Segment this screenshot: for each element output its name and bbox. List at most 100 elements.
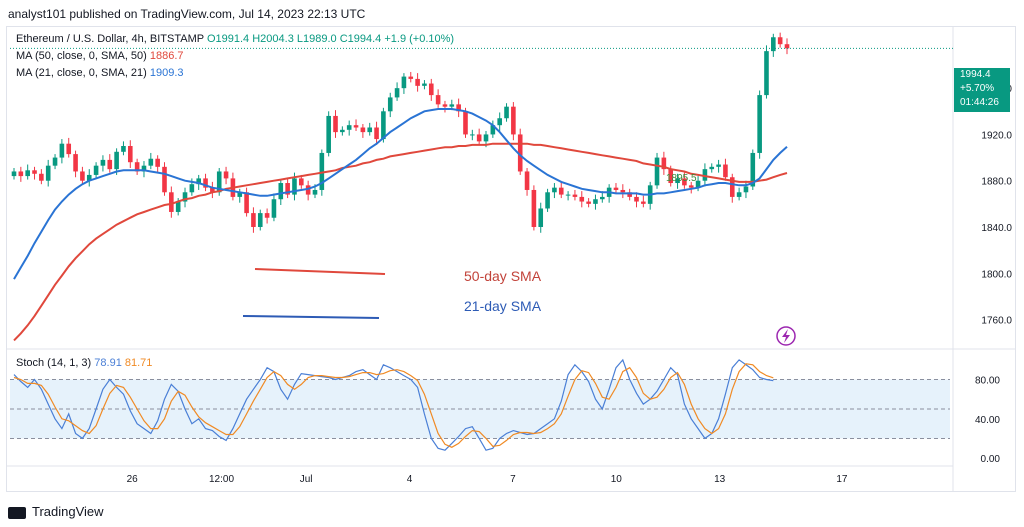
candle-body [435, 95, 441, 105]
candle-body [456, 104, 461, 112]
candle-body [182, 192, 188, 202]
candle-body [497, 118, 502, 126]
candle-body [771, 37, 776, 52]
candle-body [483, 134, 489, 142]
candle-body [80, 171, 85, 181]
candle-body [565, 194, 571, 196]
candle-body [169, 192, 174, 212]
ma50-label: MA (50, close, 0, SMA, 50) [16, 50, 147, 62]
candle-body [415, 78, 420, 86]
candle-body [511, 106, 516, 135]
candle-body [271, 199, 277, 218]
last-change: +5.70% [960, 83, 995, 94]
candle-body [346, 125, 352, 130]
candle-body [668, 169, 674, 184]
stoch-tick-label: 40.00 [975, 415, 1000, 426]
tradingview-logo[interactable]: TradingView [8, 504, 104, 519]
candle-body [736, 192, 742, 197]
candle-body [531, 189, 537, 227]
candle-body [777, 37, 783, 45]
candle-body [593, 199, 598, 204]
candle-body [442, 104, 448, 107]
candle-body [538, 208, 544, 227]
time-tick-label: 17 [836, 474, 848, 485]
time-tick-label: 7 [510, 474, 516, 485]
tradingview-logo-icon [8, 506, 26, 519]
candle-body [121, 146, 126, 152]
stoch-d-line [13, 363, 774, 448]
candle-body [285, 183, 290, 195]
candle-body [278, 183, 284, 200]
candle-body [381, 111, 386, 140]
candle-body [189, 184, 195, 193]
candle-body [682, 178, 687, 186]
candle-body [723, 164, 728, 178]
candle-body [134, 162, 140, 172]
low-value: L1989.0 [296, 33, 337, 45]
stoch-tick-label: 80.00 [975, 376, 1000, 387]
candle-body [216, 171, 222, 193]
candle-body [579, 196, 585, 202]
candle-body [552, 187, 557, 193]
time-tick-label: Jul [300, 474, 313, 485]
candle-body [210, 187, 215, 193]
stoch-legend: Stoch (14, 1, 3) 78.91 81.71 [16, 357, 152, 369]
candle-body [59, 143, 65, 158]
candle-body [251, 213, 256, 227]
candle-body [367, 127, 373, 133]
change-value: +1.9 (+0.10%) [384, 33, 455, 45]
candle-body [695, 180, 701, 188]
candle-body [401, 76, 407, 89]
candle-body [264, 213, 270, 218]
candle-body [127, 146, 133, 163]
candle-body [627, 192, 632, 197]
candle-body [654, 157, 660, 186]
candle-body [360, 127, 366, 133]
ma21-legend: MA (21, close, 0, SMA, 21) 1909.3 [16, 67, 184, 79]
candle-body [764, 51, 769, 96]
stoch-d-value: 81.71 [124, 357, 153, 369]
candle-body [292, 178, 297, 195]
symbol-name: Ethereum / U.S. Dollar, 4h, BITSTAMP [16, 33, 204, 45]
close-value: C1994.4 [339, 33, 382, 45]
candle-body [784, 44, 790, 49]
candle-body [66, 143, 72, 155]
time-tick-label: 13 [714, 474, 726, 485]
candle-body [11, 171, 17, 177]
candle-body [688, 185, 694, 188]
candle-body [353, 125, 359, 128]
candle-body [237, 192, 243, 197]
brand-name: TradingView [32, 504, 104, 519]
sma21-annotation-line [242, 315, 380, 319]
candle-body [257, 213, 263, 227]
candle-body [326, 115, 331, 153]
high-value: H2004.3 [252, 33, 294, 45]
candle-body [387, 97, 393, 112]
ma-value-annotation: 1895.5 [666, 173, 697, 184]
time-tick-label: 26 [127, 474, 139, 485]
price-tick-label: 1920.0 [981, 130, 1012, 141]
last-price-tag: 1994.4 +5.70% 01:44:26 [954, 68, 1010, 112]
sma50-annotation-label: 50-day SMA [464, 268, 542, 284]
candle-body [634, 196, 639, 202]
candle-body [203, 178, 208, 188]
candle-body [100, 159, 106, 166]
candle-body [107, 159, 113, 170]
candle-body [45, 165, 51, 181]
candle-body [32, 170, 37, 174]
candle-body [757, 95, 762, 153]
candle-body [244, 192, 249, 214]
candle-body [428, 83, 434, 96]
candle-body [449, 104, 455, 107]
candle-body [675, 178, 680, 184]
chart-frame [6, 26, 1016, 492]
candle-body [86, 174, 92, 181]
candle-body [394, 88, 400, 98]
ma21-line [13, 108, 788, 280]
candle-body [743, 186, 749, 193]
candle-body [545, 192, 550, 209]
lightning-icon [776, 326, 796, 346]
candle-body [340, 129, 345, 133]
candle-body [463, 111, 468, 135]
